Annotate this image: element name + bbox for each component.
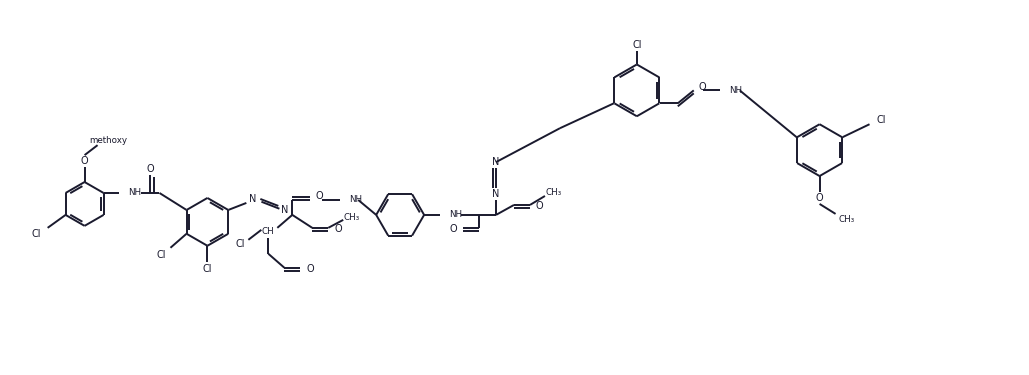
Text: N: N <box>492 157 500 167</box>
Text: Cl: Cl <box>156 250 167 260</box>
Text: Cl: Cl <box>203 264 212 274</box>
Text: O: O <box>699 82 706 92</box>
Text: CH₃: CH₃ <box>343 213 359 222</box>
Text: CH: CH <box>262 227 275 236</box>
Text: O: O <box>334 224 342 234</box>
Text: NH: NH <box>129 189 142 198</box>
Text: Cl: Cl <box>877 115 886 125</box>
Text: O: O <box>536 201 543 211</box>
Text: Cl: Cl <box>236 239 245 249</box>
Text: Cl: Cl <box>32 229 41 239</box>
Text: NH: NH <box>349 195 362 204</box>
Text: NH: NH <box>449 210 462 219</box>
Text: NH: NH <box>729 86 742 95</box>
Text: O: O <box>80 156 88 166</box>
Text: O: O <box>307 264 314 274</box>
Text: N: N <box>249 194 256 204</box>
Text: Cl: Cl <box>632 39 642 50</box>
Text: O: O <box>450 224 457 234</box>
Text: N: N <box>281 205 288 215</box>
Text: CH₃: CH₃ <box>545 189 562 198</box>
Text: methoxy: methoxy <box>90 136 128 145</box>
Text: CH₃: CH₃ <box>839 215 855 224</box>
Text: O: O <box>147 164 154 174</box>
Text: N: N <box>492 189 500 199</box>
Text: O: O <box>816 193 823 203</box>
Text: O: O <box>315 191 323 201</box>
